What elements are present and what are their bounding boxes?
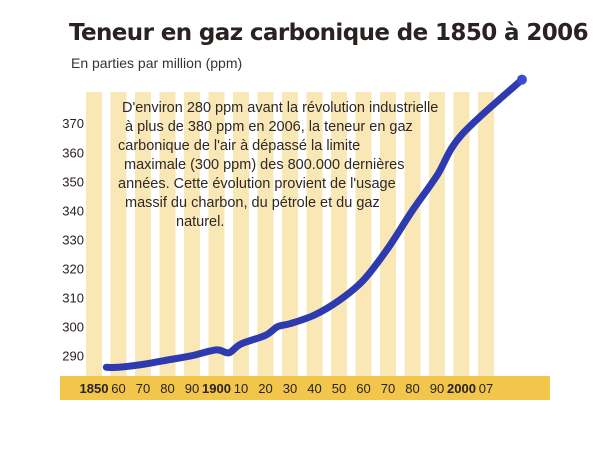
annotation-line: D'environ 280 ppm avant la révolution in… — [122, 100, 439, 116]
x-tick-label: 70 — [136, 381, 150, 396]
background-stripes — [86, 92, 494, 376]
annotation-line: carbonique de l'air à dépassé la limite — [118, 138, 361, 154]
x-tick-label: 90 — [185, 381, 199, 396]
x-tick-label: 2000 — [447, 381, 476, 396]
grid-stripe — [355, 92, 372, 376]
y-axis-ticks: 290 300 310 320 330 340 350 360 370 — [62, 116, 84, 363]
annotation-line: maximale (300 ppm) des 800.000 dernières — [124, 157, 405, 173]
y-tick-label: 310 — [62, 291, 84, 306]
x-tick-label: 10 — [234, 381, 248, 396]
x-tick-label: 30 — [283, 381, 297, 396]
x-tick-label: 50 — [332, 381, 346, 396]
y-tick-label: 300 — [62, 320, 84, 335]
grid-stripe — [257, 92, 274, 376]
grid-stripe — [380, 92, 396, 376]
y-tick-label: 370 — [62, 116, 84, 131]
x-tick-label: 20 — [258, 381, 272, 396]
grid-stripe — [282, 92, 298, 376]
grid-stripe — [306, 92, 323, 376]
chart-subtitle: En parties par million (ppm) — [71, 55, 243, 71]
y-tick-label: 350 — [62, 174, 84, 189]
annotation-line: années. Cette évolution provient de l'us… — [118, 176, 396, 192]
x-axis-band — [60, 376, 550, 400]
x-tick-label: 60 — [356, 381, 370, 396]
x-tick-label: 70 — [381, 381, 395, 396]
grid-stripe — [159, 92, 176, 376]
y-tick-label: 340 — [62, 203, 84, 218]
grid-stripe — [184, 92, 200, 376]
grid-stripe — [110, 92, 127, 376]
x-axis-ticks: 1850 60 70 80 90 1900 10 20 30 40 50 60 70 80 90 2000 07 — [80, 381, 494, 396]
y-tick-label: 360 — [62, 145, 84, 160]
x-tick-label: 1850 — [80, 381, 109, 396]
chart-title: Teneur en gaz carbonique de 1850 à 2006 — [69, 20, 589, 46]
grid-stripe — [86, 92, 102, 376]
x-tick-label: 90 — [430, 381, 444, 396]
y-tick-label: 290 — [62, 349, 84, 364]
grid-stripe — [135, 92, 151, 376]
y-tick-label: 330 — [62, 232, 84, 247]
x-tick-label: 80 — [405, 381, 419, 396]
x-tick-label: 07 — [479, 381, 493, 396]
y-tick-label: 320 — [62, 262, 84, 277]
annotation-line: massif du charbon, du pétrole et du gaz — [125, 195, 380, 211]
chart-annotation: D'environ 280 ppm avant la révolution in… — [118, 99, 498, 232]
x-tick-label: 1900 — [202, 381, 231, 396]
grid-stripe — [478, 92, 494, 376]
grid-stripe — [233, 92, 249, 376]
x-tick-label: 60 — [111, 381, 125, 396]
annotation-line: naturel. — [176, 214, 225, 230]
grid-stripe — [404, 92, 421, 376]
grid-stripe — [453, 92, 470, 376]
grid-stripe — [208, 92, 225, 376]
x-tick-label: 40 — [307, 381, 321, 396]
co2-series-line — [102, 76, 526, 372]
x-tick-label: 80 — [160, 381, 174, 396]
end-point-marker — [516, 74, 527, 85]
annotation-line: à plus de 380 ppm en 2006, la teneur en … — [125, 119, 413, 135]
